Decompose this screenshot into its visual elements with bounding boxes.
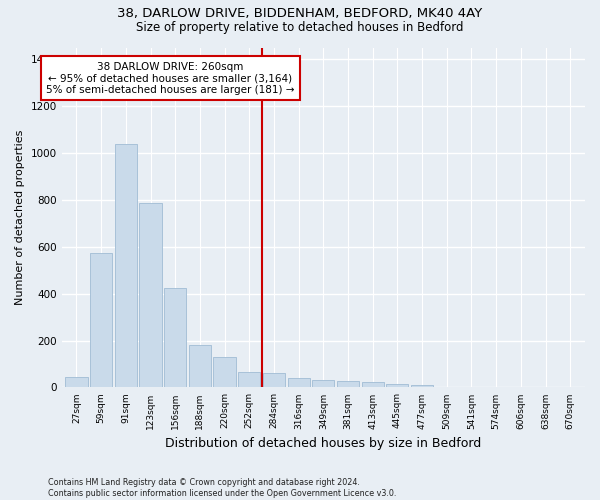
Bar	[139, 204, 161, 388]
Bar	[362, 382, 384, 388]
Bar	[214, 357, 236, 388]
Bar	[90, 252, 112, 388]
Bar	[312, 380, 334, 388]
Bar	[337, 381, 359, 388]
Bar	[386, 384, 409, 388]
Bar	[115, 144, 137, 388]
Text: Size of property relative to detached houses in Bedford: Size of property relative to detached ho…	[136, 21, 464, 34]
Bar	[65, 377, 88, 388]
Bar	[164, 288, 187, 388]
X-axis label: Distribution of detached houses by size in Bedford: Distribution of detached houses by size …	[165, 437, 481, 450]
Bar	[411, 385, 433, 388]
Y-axis label: Number of detached properties: Number of detached properties	[15, 130, 25, 305]
Text: 38, DARLOW DRIVE, BIDDENHAM, BEDFORD, MK40 4AY: 38, DARLOW DRIVE, BIDDENHAM, BEDFORD, MK…	[118, 8, 482, 20]
Text: Contains HM Land Registry data © Crown copyright and database right 2024.
Contai: Contains HM Land Registry data © Crown c…	[48, 478, 397, 498]
Bar	[287, 378, 310, 388]
Bar	[189, 345, 211, 388]
Text: 38 DARLOW DRIVE: 260sqm
← 95% of detached houses are smaller (3,164)
5% of semi-: 38 DARLOW DRIVE: 260sqm ← 95% of detache…	[46, 62, 295, 95]
Bar	[238, 372, 260, 388]
Bar	[263, 374, 285, 388]
